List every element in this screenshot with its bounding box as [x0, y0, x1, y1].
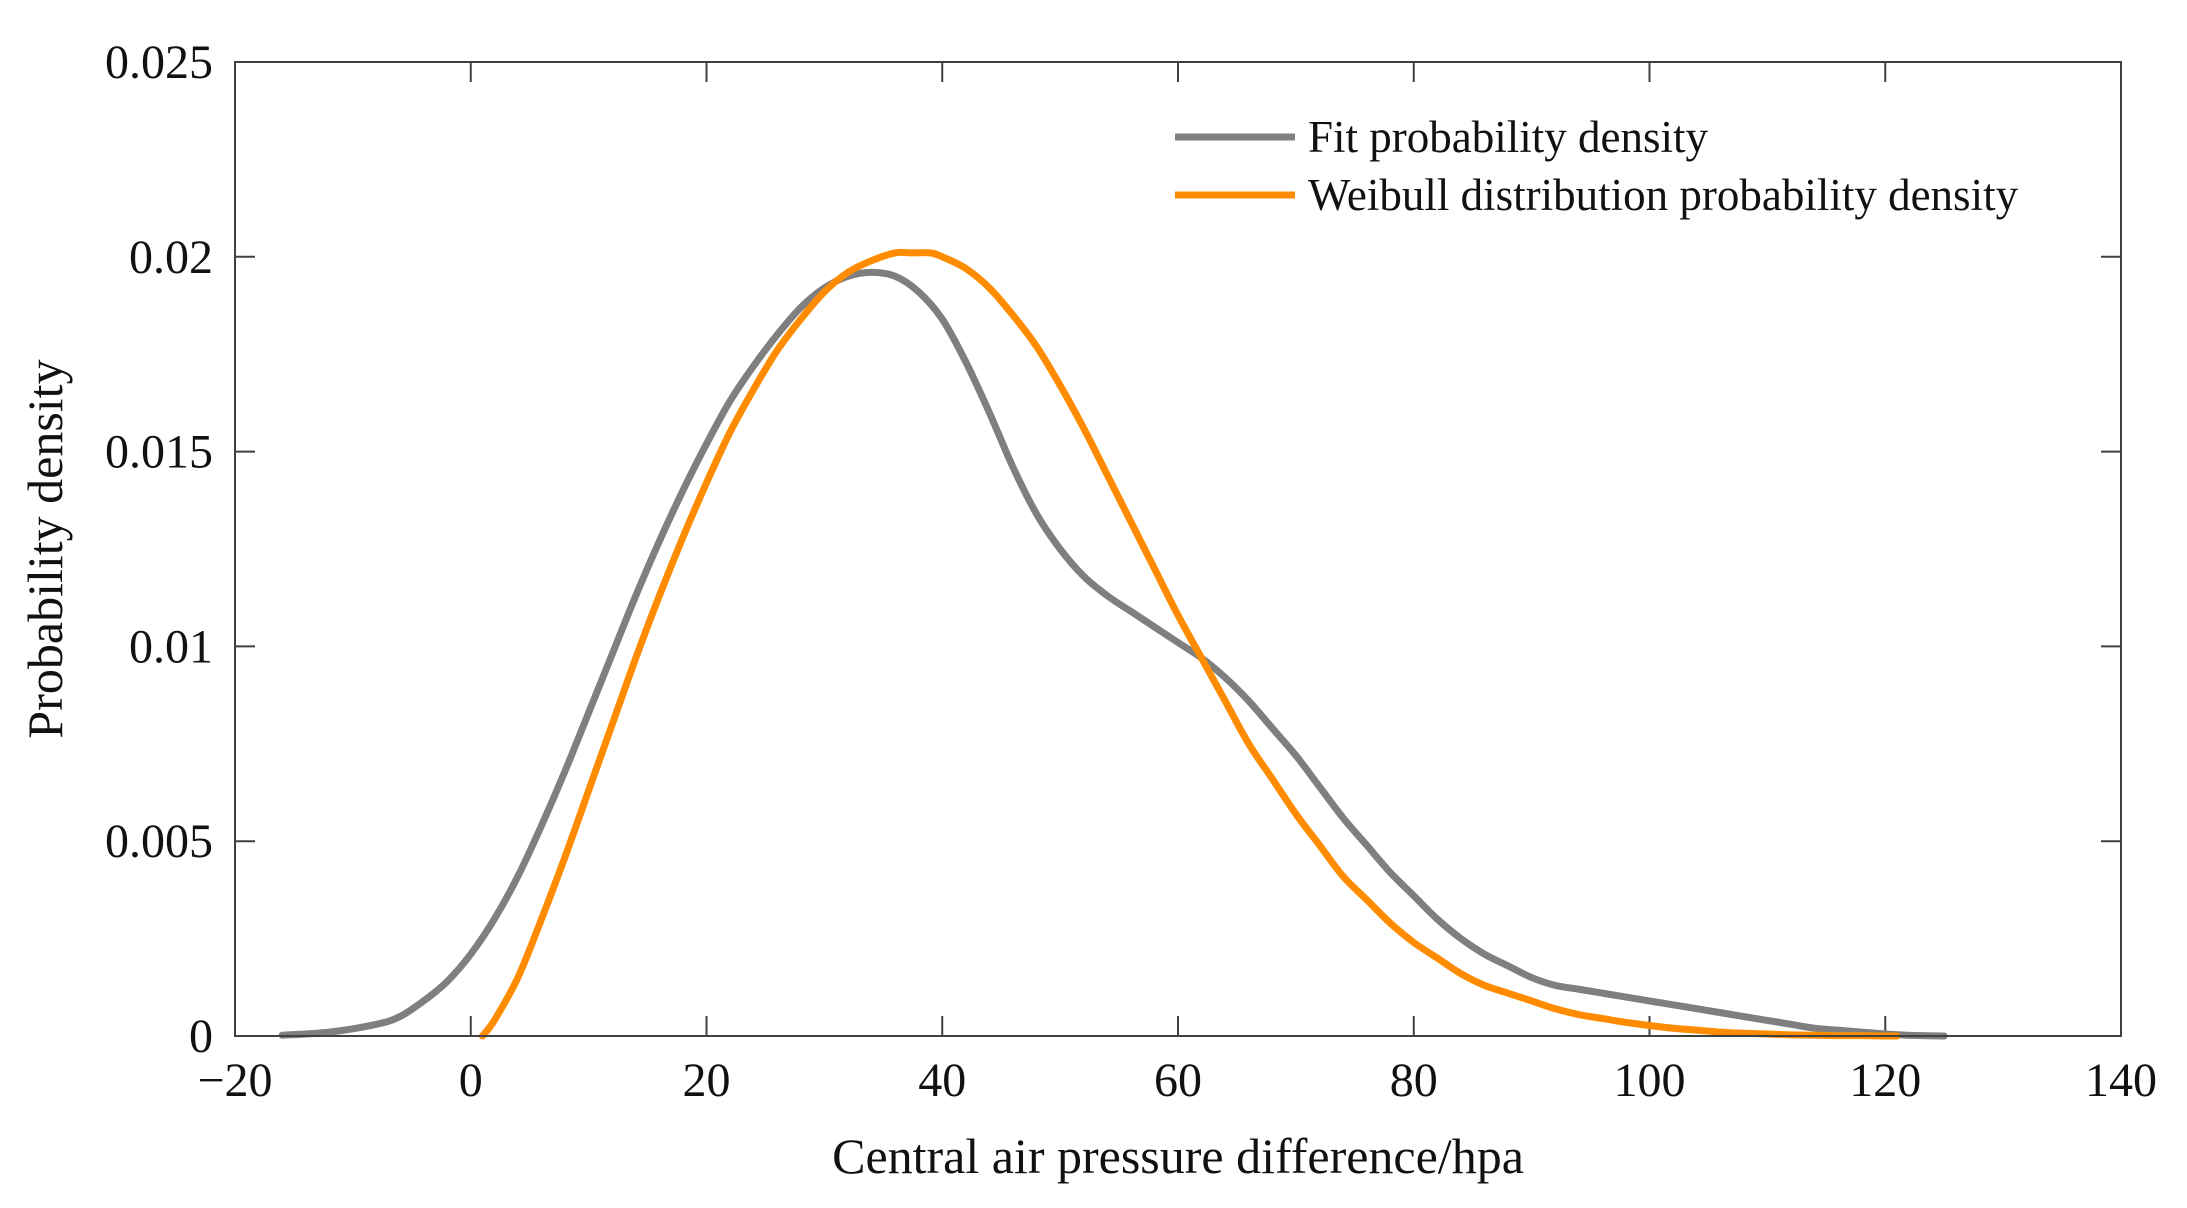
- plot-frame: [234, 61, 2122, 1037]
- x-tick-label: 20: [683, 1054, 731, 1107]
- series-line-1: [278, 268, 1948, 1040]
- legend-label-2: Weibull distribution probability density: [1308, 170, 2019, 220]
- x-tick-label: 80: [1390, 1054, 1438, 1107]
- x-tick-label: 0: [459, 1054, 483, 1107]
- x-tick-label: 60: [1154, 1054, 1202, 1107]
- y-tick-label: 0.025: [105, 36, 213, 89]
- x-tick-label: 140: [2085, 1054, 2157, 1107]
- y-tick-label: 0.015: [105, 426, 213, 479]
- y-tick-label: 0.02: [129, 231, 213, 284]
- x-tick-label: 100: [1614, 1054, 1686, 1107]
- y-tick-label: 0: [189, 1010, 213, 1063]
- y-tick-label: 0.005: [105, 815, 213, 868]
- x-tick-label: 120: [1849, 1054, 1921, 1107]
- x-tick-label: −20: [197, 1054, 272, 1107]
- ticks-layer: −20 0 20 40 60 80 100 120 14000.0050.010.0150.02…: [105, 36, 2157, 1107]
- x-tick-label: 40: [918, 1054, 966, 1107]
- x-axis-title: Central air pressure difference/hpa: [832, 1128, 1524, 1184]
- y-axis-title: Probability density: [17, 359, 73, 738]
- legend-label-1: Fit probability density: [1308, 112, 1708, 162]
- y-tick-label: 0.01: [129, 620, 213, 673]
- series-layer: [278, 248, 1948, 1040]
- series-line-2: [479, 248, 1901, 1040]
- legend: Fit probability density Weibull distribut…: [1175, 112, 2019, 220]
